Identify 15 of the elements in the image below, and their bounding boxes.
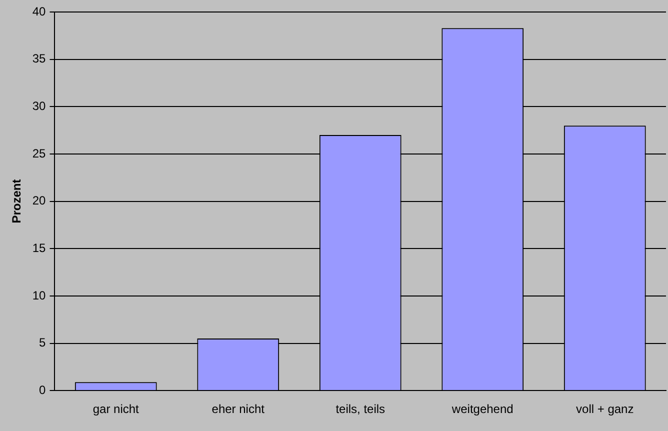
x-tick-label: teils, teils	[336, 402, 386, 416]
x-tick-label: weitgehend	[450, 402, 514, 416]
y-tick-label: 30	[32, 98, 46, 113]
y-tick-label: 0	[39, 382, 46, 397]
x-tick-label: voll + ganz	[576, 402, 634, 416]
y-tick-label: 25	[32, 146, 46, 160]
x-tick-label: gar nicht	[92, 402, 140, 416]
y-tick-label: 20	[32, 194, 46, 208]
y-tick-label: 15	[32, 240, 46, 255]
x-tick-label: eher nicht	[212, 402, 266, 416]
y-axis-title: Prozent	[10, 179, 24, 224]
y-tick-label: 40	[32, 4, 46, 18]
y-tick-label: 10	[32, 288, 46, 302]
y-tick-label: 5	[39, 336, 46, 350]
y-tick-label: 35	[32, 52, 46, 66]
